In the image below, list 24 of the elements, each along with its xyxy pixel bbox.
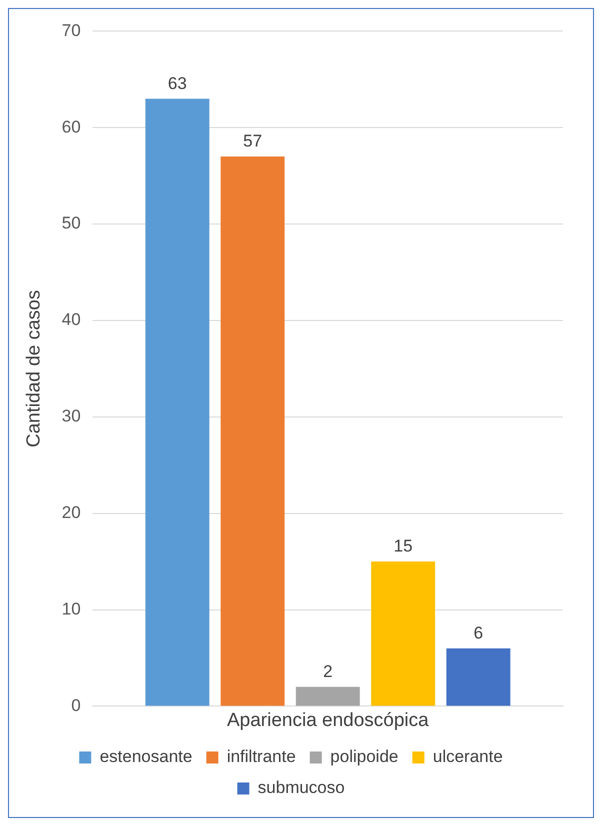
y-tick-label: 60 — [62, 117, 81, 136]
y-tick-label: 30 — [62, 406, 81, 426]
bar — [220, 156, 285, 706]
data-label: 2 — [323, 662, 333, 682]
legend-label: infiltrante — [226, 747, 296, 766]
data-label: 15 — [394, 536, 413, 556]
legend-label: estenosante — [100, 747, 192, 766]
data-label: 6 — [474, 624, 484, 643]
y-tick-label: 40 — [62, 310, 81, 330]
y-tick-label: 70 — [62, 20, 81, 40]
bar — [371, 562, 436, 706]
y-tick-label: 10 — [62, 599, 81, 618]
y-axis-title: Cantidad de casos — [24, 290, 45, 448]
x-tick-label: Apariencia endoscópica — [226, 710, 430, 731]
data-label: 57 — [243, 132, 262, 151]
y-tick-label: 20 — [62, 503, 81, 522]
y-tick-label: 0 — [71, 696, 81, 715]
data-label: 63 — [168, 74, 187, 93]
bar — [296, 686, 360, 706]
y-tick-label: 50 — [62, 214, 81, 233]
legend-label: polipoide — [330, 747, 398, 766]
bar — [145, 98, 210, 706]
legend-label: ulcerante — [432, 747, 503, 766]
bar — [446, 648, 510, 706]
